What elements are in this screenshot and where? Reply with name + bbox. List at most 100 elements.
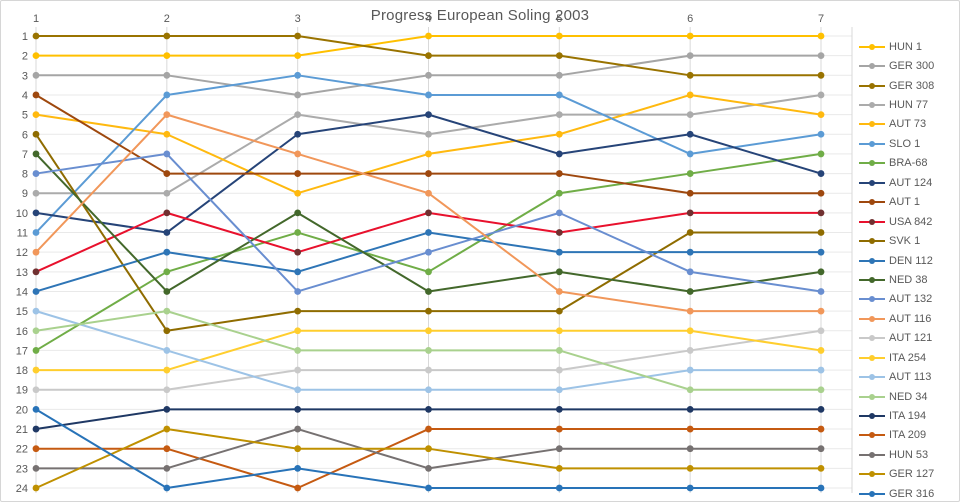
data-point-marker bbox=[425, 130, 432, 138]
legend-label: ITA 194 bbox=[889, 410, 927, 423]
data-point-marker bbox=[686, 268, 694, 276]
data-point-marker bbox=[686, 52, 694, 60]
y-axis-label: 6 bbox=[22, 129, 28, 141]
data-point-marker bbox=[32, 405, 40, 413]
data-point-marker bbox=[294, 150, 302, 158]
data-point-marker bbox=[32, 484, 40, 492]
data-point-marker bbox=[817, 366, 825, 374]
legend-item: ITA 254 bbox=[859, 348, 959, 367]
data-point-marker bbox=[294, 71, 302, 79]
x-axis-label: 5 bbox=[556, 13, 562, 25]
data-point-marker bbox=[555, 307, 563, 315]
data-point-marker bbox=[425, 111, 432, 119]
data-point-marker bbox=[555, 229, 563, 236]
legend-label: GER 300 bbox=[889, 60, 935, 73]
data-point-marker bbox=[817, 91, 825, 99]
legend-item: ITA 194 bbox=[859, 406, 959, 425]
data-point-marker bbox=[163, 366, 171, 374]
data-point-marker bbox=[163, 130, 171, 138]
data-point-marker bbox=[555, 405, 563, 413]
data-point-marker bbox=[817, 229, 825, 236]
y-axis-label: 24 bbox=[16, 483, 28, 495]
legend-label: HUN 1 bbox=[889, 40, 923, 53]
data-point-marker bbox=[32, 386, 40, 394]
data-point-marker bbox=[817, 209, 825, 217]
legend-item: SVK 1 bbox=[859, 231, 959, 250]
legend-item: AUT 113 bbox=[859, 367, 959, 386]
chart-title: Progress European Soling 2003 bbox=[370, 7, 590, 24]
y-axis-label: 4 bbox=[22, 90, 28, 102]
data-point-marker bbox=[686, 130, 694, 138]
data-point-marker bbox=[294, 327, 302, 335]
data-point-marker bbox=[294, 52, 302, 60]
data-point-marker bbox=[555, 248, 563, 256]
legend-swatch-icon bbox=[859, 158, 885, 168]
data-point-marker bbox=[555, 209, 563, 217]
legend-item: NED 38 bbox=[859, 270, 959, 289]
y-axis-label: 17 bbox=[16, 345, 28, 357]
data-point-marker bbox=[294, 347, 302, 354]
legend-label: AUT 1 bbox=[889, 196, 920, 209]
data-point-marker bbox=[294, 170, 302, 177]
data-point-marker bbox=[425, 248, 432, 256]
data-point-marker bbox=[32, 425, 40, 433]
legend-swatch-icon bbox=[859, 314, 885, 324]
data-point-marker bbox=[425, 307, 432, 315]
legend-label: SVK 1 bbox=[889, 235, 921, 248]
data-point-marker bbox=[163, 111, 171, 119]
legend-label: BRA-68 bbox=[889, 157, 928, 170]
data-point-marker bbox=[425, 405, 432, 413]
legend-label: NED 38 bbox=[889, 273, 928, 286]
data-point-marker bbox=[425, 71, 432, 79]
data-point-marker bbox=[555, 111, 563, 119]
legend-swatch-icon bbox=[859, 275, 885, 285]
data-point-marker bbox=[294, 484, 302, 492]
data-point-marker bbox=[555, 150, 563, 158]
legend-swatch-icon bbox=[859, 42, 885, 52]
legend-label: DEN 112 bbox=[889, 254, 933, 267]
legend-item: USA 842 bbox=[859, 212, 959, 231]
data-point-marker bbox=[817, 130, 825, 138]
data-point-marker bbox=[817, 111, 825, 119]
data-point-marker bbox=[32, 327, 40, 335]
data-point-marker bbox=[163, 52, 171, 60]
legend-swatch-icon bbox=[859, 353, 885, 363]
data-point-marker bbox=[555, 445, 563, 453]
data-point-marker bbox=[686, 111, 694, 119]
data-point-marker bbox=[425, 484, 432, 492]
data-point-marker bbox=[163, 464, 171, 472]
legend-label: AUT 132 bbox=[889, 293, 933, 306]
data-point-marker bbox=[817, 248, 825, 256]
legend-item: HUN 1 bbox=[859, 37, 959, 56]
data-point-marker bbox=[425, 347, 432, 354]
legend-swatch-icon bbox=[859, 81, 885, 91]
legend-swatch-icon bbox=[859, 450, 885, 460]
data-point-marker bbox=[294, 248, 302, 256]
data-point-marker bbox=[686, 484, 694, 492]
y-axis-label: 8 bbox=[22, 169, 28, 181]
data-point-marker bbox=[555, 52, 563, 60]
data-point-marker bbox=[555, 386, 563, 394]
data-point-marker bbox=[817, 405, 825, 413]
data-point-marker bbox=[686, 71, 694, 79]
data-point-marker bbox=[817, 189, 825, 197]
y-axis-label: 19 bbox=[16, 385, 28, 397]
legend-label: ITA 254 bbox=[889, 351, 927, 364]
data-point-marker bbox=[817, 52, 825, 60]
data-point-marker bbox=[555, 91, 563, 99]
data-point-marker bbox=[555, 130, 563, 138]
data-point-marker bbox=[817, 327, 825, 335]
legend-swatch-icon bbox=[859, 178, 885, 188]
data-point-marker bbox=[817, 32, 825, 40]
data-point-marker bbox=[686, 170, 694, 177]
data-point-marker bbox=[32, 150, 40, 158]
x-axis-label: 2 bbox=[164, 13, 170, 25]
y-axis-label: 1 bbox=[22, 31, 28, 43]
data-point-marker bbox=[32, 464, 40, 472]
data-point-marker bbox=[817, 307, 825, 315]
legend-label: AUT 113 bbox=[889, 371, 932, 384]
data-point-marker bbox=[294, 405, 302, 413]
data-point-marker bbox=[32, 307, 40, 315]
data-point-marker bbox=[425, 189, 432, 197]
legend-label: AUT 121 bbox=[889, 332, 933, 345]
